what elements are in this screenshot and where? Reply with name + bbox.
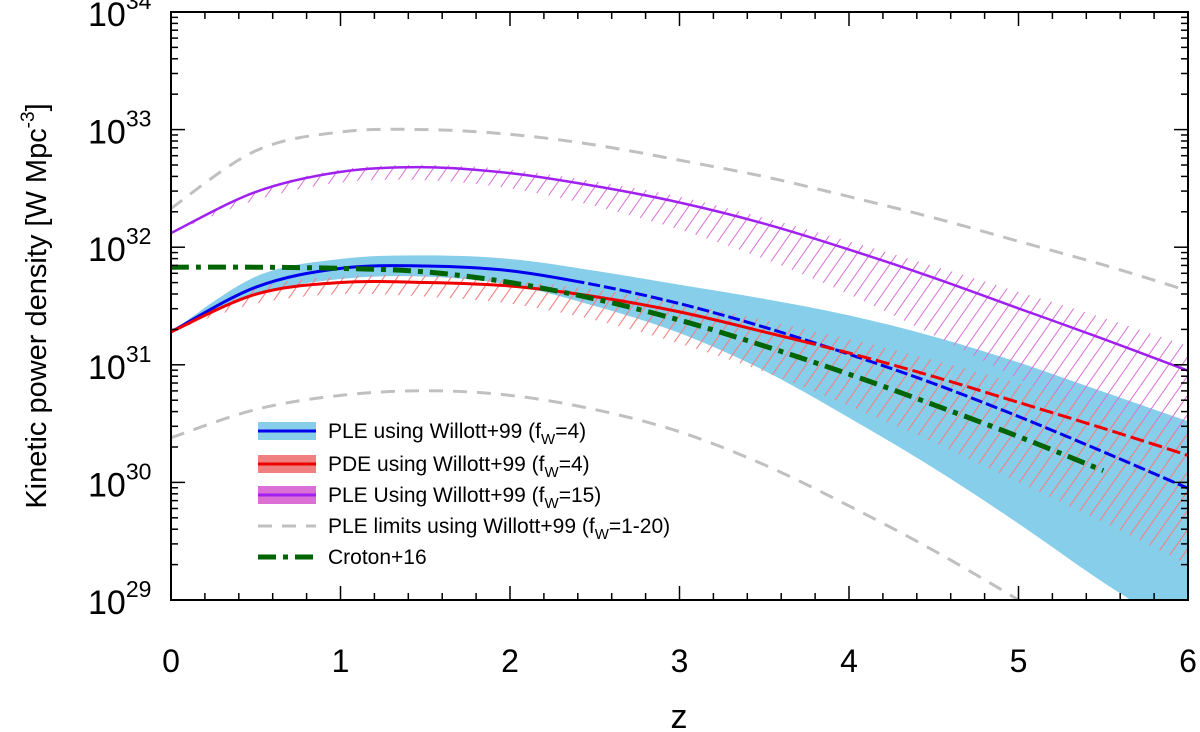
y-tick-label: 1034	[88, 0, 152, 34]
x-tick-label: 0	[162, 643, 180, 679]
y-axis-label-close: ]	[21, 103, 53, 111]
croton16-line	[171, 264, 1105, 473]
series-lines	[171, 127, 1188, 600]
x-tick-label: 6	[1179, 643, 1197, 679]
legend: PLE using Willott+99 (fW=4) PDE using Wil…	[258, 420, 670, 569]
x-tick-label: 5	[1010, 643, 1028, 679]
ple-limit-upper-line	[171, 127, 1188, 293]
y-axis-label: Kinetic power density [W Mpc-3]	[18, 103, 53, 508]
legend-label: PDE using Willott+99 (fW=4)	[328, 453, 590, 481]
x-tick-labels: 0 1 2 3 4 5 6	[162, 643, 1197, 679]
uncertainty-bands	[171, 164, 1188, 600]
legend-label: PLE limits using Willott+99 (fW=1-20)	[328, 515, 670, 543]
x-tick-label: 3	[671, 643, 689, 679]
ple-w4-line	[171, 264, 578, 334]
ple-w4-band	[171, 255, 1188, 600]
y-tick-label: 1031	[88, 341, 151, 387]
y-tick-label: 1033	[88, 106, 151, 152]
x-tick-label: 4	[840, 643, 858, 679]
y-tick-label: 1032	[88, 223, 151, 269]
y-tick-label: 1029	[88, 576, 151, 622]
ple-w15-band	[171, 164, 1188, 471]
legend-label: PLE using Willott+99 (fW=4)	[328, 420, 586, 448]
ple-w4-line-extrapolated	[577, 279, 1188, 490]
pde-w4-band	[171, 274, 1188, 565]
x-tick-label: 2	[501, 643, 519, 679]
ple-limit-lower-line	[171, 389, 1022, 600]
legend-label: Croton+16	[328, 546, 427, 569]
y-axis-label-main: Kinetic power density [W Mpc	[21, 128, 53, 508]
pde-w4-line	[171, 279, 816, 346]
x-axis-label: z	[671, 698, 688, 732]
legend-label: PLE Using Willott+99 (fW=15)	[328, 484, 601, 512]
ple-w15-line	[171, 165, 1188, 372]
x-tick-label: 1	[332, 643, 350, 679]
y-axis-label-exponent: -3	[18, 111, 39, 128]
y-tick-label: 1030	[88, 458, 151, 504]
axis-ticks	[170, 12, 1189, 601]
y-tick-labels: 1029 1030 1031 1032 1033 1034	[88, 0, 152, 622]
